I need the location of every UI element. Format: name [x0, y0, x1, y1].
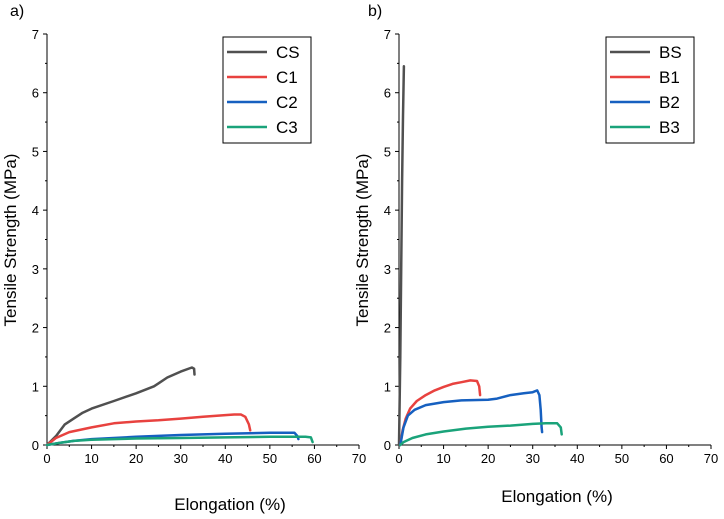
- legend: BS B1 B2 B3: [605, 36, 695, 144]
- legend-label-bs: BS: [659, 43, 682, 62]
- x-tick-label: 20: [481, 451, 495, 466]
- x-tick-label: 60: [659, 451, 673, 466]
- x-tick-label: 20: [129, 451, 143, 466]
- x-tick-label: 0: [43, 451, 50, 466]
- series-group: [45, 366, 314, 447]
- legend-box: [605, 36, 695, 144]
- y-tick-label: 4: [384, 203, 391, 218]
- x-tick-label: 70: [352, 451, 366, 466]
- x-tick-label: 30: [173, 451, 187, 466]
- y-tick-label: 5: [32, 144, 39, 159]
- y-tick-label: 3: [384, 262, 391, 277]
- legend-box: [222, 36, 312, 144]
- series-line-c1: [45, 413, 252, 447]
- x-tick-label: 60: [307, 451, 321, 466]
- y-tick-label: 7: [32, 27, 39, 42]
- y-tick-label: 1: [384, 379, 391, 394]
- legend-label-b2: B2: [659, 93, 680, 112]
- y-tick-label: 7: [384, 27, 391, 42]
- panel-label: a): [10, 3, 24, 20]
- x-tick-label: 50: [615, 451, 629, 466]
- y-axis-title: Tensile Strength (MPa): [1, 154, 20, 327]
- legend: CS C1 C2 C3: [222, 36, 312, 144]
- y-tick-label: 0: [384, 438, 391, 453]
- legend-label-b1: B1: [659, 68, 680, 87]
- series-group: [397, 65, 563, 447]
- y-tick-label: 6: [32, 86, 39, 101]
- x-tick-label: 50: [263, 451, 277, 466]
- axes: 0 10 20 30 40 50 60 70 0 1 2 3 4 5 6 7: [384, 27, 718, 466]
- y-tick-label: 2: [384, 321, 391, 336]
- panel-a: a) Elongation (%) Tensile Strength (MPa)…: [1, 3, 366, 514]
- x-tick-label: 0: [395, 451, 402, 466]
- legend-label-c3: C3: [276, 118, 298, 137]
- series-line-b3: [399, 422, 563, 447]
- x-tick-label: 10: [436, 451, 450, 466]
- y-tick-label: 2: [32, 321, 39, 336]
- y-tick-label: 4: [32, 203, 39, 218]
- panel-label: b): [368, 3, 382, 20]
- series-line-b2: [399, 389, 544, 447]
- y-tick-label: 1: [32, 379, 39, 394]
- legend-label-c2: C2: [276, 93, 298, 112]
- x-tick-label: 40: [218, 451, 232, 466]
- y-tick-label: 0: [32, 438, 39, 453]
- panel-b: b) Elongation (%) Tensile Strength (MPa)…: [353, 3, 718, 506]
- x-axis-title: Elongation (%): [174, 495, 286, 514]
- y-tick-label: 6: [384, 86, 391, 101]
- x-tick-label: 70: [704, 451, 718, 466]
- legend-label-cs: CS: [276, 43, 300, 62]
- legend-label-b3: B3: [659, 118, 680, 137]
- y-tick-label: 3: [32, 262, 39, 277]
- legend-label-c1: C1: [276, 68, 298, 87]
- series-line-cs: [45, 366, 196, 447]
- x-axis-title: Elongation (%): [501, 487, 613, 506]
- y-axis-title: Tensile Strength (MPa): [353, 154, 372, 327]
- x-tick-label: 30: [525, 451, 539, 466]
- series-line-c3: [45, 435, 314, 447]
- x-tick-label: 10: [84, 451, 98, 466]
- x-tick-label: 40: [570, 451, 584, 466]
- y-tick-label: 5: [384, 144, 391, 159]
- axes: 0 10 20 30 40 50 60 70 0 1 2 3 4 5 6 7: [32, 27, 366, 466]
- series-line-bs: [397, 65, 406, 447]
